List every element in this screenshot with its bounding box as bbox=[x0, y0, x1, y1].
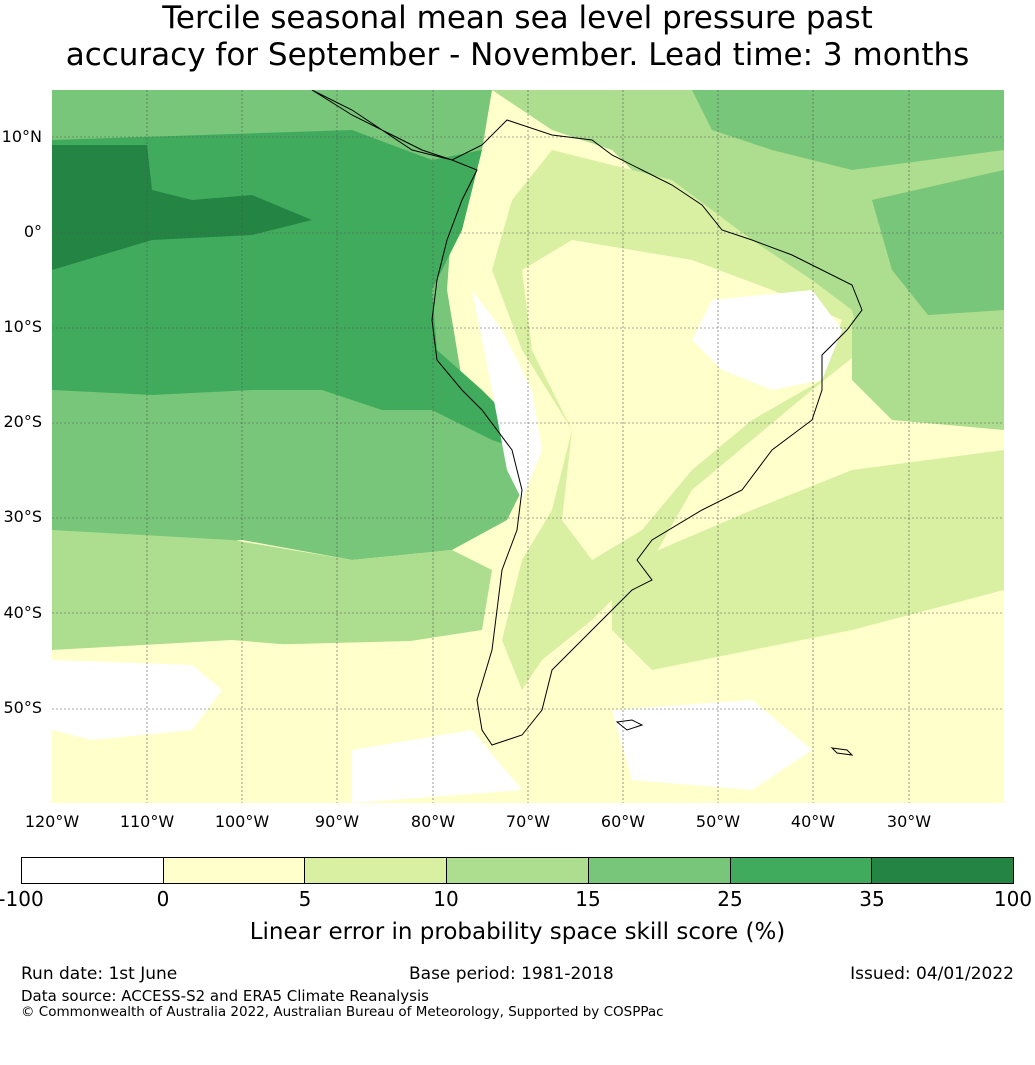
issued-date: Issued: 04/01/2022 bbox=[850, 964, 1014, 984]
lat-label-20s: 20°S bbox=[3, 412, 42, 431]
lat-label-40s: 40°S bbox=[3, 603, 42, 622]
region-north-15-25 bbox=[692, 90, 1004, 170]
lat-label-30s: 30°S bbox=[3, 507, 42, 526]
lat-label-0: 0° bbox=[23, 222, 42, 241]
region-east-atlantic-10-15 bbox=[852, 310, 1004, 430]
lon-label-50w: 50°W bbox=[695, 812, 741, 831]
coastline-south-america bbox=[311, 90, 863, 746]
lon-label-120w: 120°W bbox=[24, 812, 80, 831]
colorbar-segment-0 bbox=[22, 858, 164, 883]
colorbar-segment-2 bbox=[305, 858, 448, 883]
colorbar-segment-5 bbox=[730, 858, 873, 883]
run-date: Run date: 1st June bbox=[21, 964, 178, 984]
lon-label-70w: 70°W bbox=[505, 812, 551, 831]
graticule bbox=[52, 90, 1004, 803]
colorbar-segment-3 bbox=[447, 858, 589, 883]
lon-label-40w: 40°W bbox=[790, 812, 836, 831]
lat-label-10s: 10°S bbox=[3, 317, 42, 336]
lon-label-30w: 30°W bbox=[886, 812, 932, 831]
copyright: © Commonwealth of Australia 2022, Austra… bbox=[21, 1004, 664, 1020]
map-panel bbox=[52, 90, 1004, 803]
colorbar-label: Linear error in probability space skill … bbox=[249, 919, 786, 945]
colorbar bbox=[21, 857, 1014, 884]
colorbar-tick-10: 10 bbox=[433, 887, 459, 911]
lon-label-110w: 110°W bbox=[119, 812, 175, 831]
colorbar-tick-0: 0 bbox=[156, 887, 170, 911]
colorbar-tick-100: 100 bbox=[993, 887, 1033, 911]
base-period: Base period: 1981-2018 bbox=[409, 964, 614, 984]
title-line-1: Tercile seasonal mean sea level pressure… bbox=[162, 0, 873, 36]
data-source: Data source: ACCESS-S2 and ERA5 Climate … bbox=[21, 987, 429, 1005]
lon-label-100w: 100°W bbox=[214, 812, 270, 831]
region-brazil-negative bbox=[692, 290, 842, 390]
colorbar-tick-25: 25 bbox=[717, 887, 743, 911]
lat-label-10n: 10°N bbox=[1, 127, 42, 146]
lon-label-80w: 80°W bbox=[410, 812, 456, 831]
colorbar-tick-15: 15 bbox=[575, 887, 601, 911]
colorbar-tick-5: 5 bbox=[298, 887, 312, 911]
title-line-2: accuracy for September - November. Lead … bbox=[65, 37, 970, 73]
region-south-atlantic-negative bbox=[612, 700, 812, 790]
region-south-10-15 bbox=[52, 530, 492, 650]
region-andes-negative bbox=[472, 290, 542, 500]
lat-label-50s: 50°S bbox=[3, 698, 42, 717]
region-south-atlantic-5-10 bbox=[612, 450, 1004, 670]
colorbar-segment-1 bbox=[163, 858, 306, 883]
region-pacific-35-100 bbox=[52, 145, 312, 270]
lon-label-90w: 90°W bbox=[314, 812, 360, 831]
map-title: Tercile seasonal mean sea level pressure… bbox=[0, 0, 1035, 74]
colorbar-segment-4 bbox=[588, 858, 731, 883]
lon-label-60w: 60°W bbox=[600, 812, 646, 831]
coastline-falklands bbox=[615, 719, 644, 731]
region-south-negative-1 bbox=[52, 660, 222, 740]
region-south-negative-2 bbox=[352, 730, 522, 803]
colorbar-tick-35: 35 bbox=[859, 887, 885, 911]
colorbar-segment-6 bbox=[872, 858, 1014, 883]
region-northeast-15-25 bbox=[872, 170, 1004, 320]
skill-score-map bbox=[52, 90, 1004, 803]
colorbar-tick-neg100: -100 bbox=[0, 887, 44, 911]
coastline-south-georgia bbox=[830, 747, 854, 756]
